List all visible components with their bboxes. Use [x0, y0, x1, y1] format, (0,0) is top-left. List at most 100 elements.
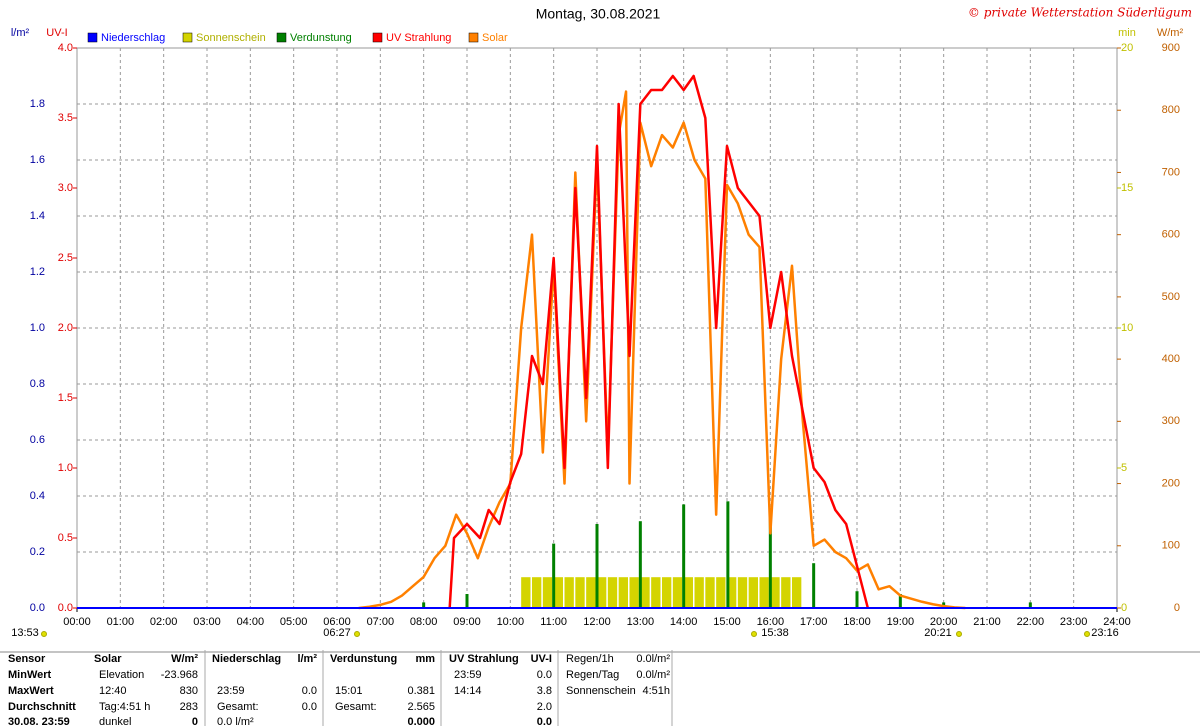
y-tick-label: 1.0 [58, 462, 73, 474]
x-tick-label: 19:00 [887, 616, 915, 628]
x-tick-label: 11:00 [540, 616, 567, 628]
y-tick-label: 400 [1162, 353, 1180, 365]
annotation-label: 23:16 [1091, 627, 1119, 639]
y-tick-label: 1.2 [30, 266, 45, 278]
cell-text: Gesamt: [335, 701, 377, 713]
cell-value: 3.8 [537, 685, 552, 697]
column-header: Niederschlag [212, 653, 281, 665]
legend-label: Verdunstung [290, 32, 352, 44]
cell-value: 0.0 [302, 701, 317, 713]
sunshine-bar [597, 577, 607, 608]
evaporation-bar [422, 602, 426, 608]
evaporation-bar [595, 524, 599, 608]
sunshine-bar [542, 577, 553, 608]
y-tick-label: 0.0 [30, 602, 45, 614]
x-tick-label: 00:00 [63, 616, 91, 628]
x-tick-label: 10:00 [497, 616, 525, 628]
cell-value: 0.0 [537, 716, 552, 726]
y-tick-label: 600 [1162, 229, 1180, 241]
cell-value: 2.0 [537, 701, 552, 713]
sunshine-bar [683, 577, 693, 608]
y-tick-label: 900 [1162, 42, 1180, 54]
annotation-marker [751, 631, 757, 637]
sunshine-bar [629, 577, 639, 608]
sunshine-bar [716, 577, 726, 608]
row-label: MaxWert [8, 685, 54, 697]
annotation-label: 06:27 [323, 627, 351, 639]
x-tick-label: 12:00 [583, 616, 611, 628]
cell-text: 0.0 l/m² [217, 716, 254, 726]
cell-text: dunkel [99, 716, 131, 726]
y-tick-label: 200 [1162, 477, 1180, 489]
sunshine-bar [532, 577, 542, 608]
axis-title: W/m² [1157, 27, 1184, 39]
x-tick-label: 17:00 [800, 616, 828, 628]
axis-title: UV-I [46, 27, 67, 39]
legend-label: Sonnenschein [196, 32, 266, 44]
y-tick-label: 1.0 [30, 322, 45, 334]
y-tick-label: 15 [1121, 182, 1133, 194]
cell-value: 2.565 [407, 701, 435, 713]
y-tick-label: 1.6 [30, 154, 45, 166]
legend-label: UV Strahlung [386, 32, 451, 44]
column-unit: W/m² [171, 653, 198, 665]
y-tick-label: 0.5 [58, 532, 73, 544]
x-tick-label: 16:00 [757, 616, 785, 628]
row-label: Durchschnitt [8, 701, 76, 713]
sunshine-bar [553, 577, 563, 608]
evaporation-bar [768, 510, 772, 608]
sunshine-bar [564, 577, 574, 608]
cell-value: -23.968 [161, 669, 198, 681]
evaporation-bar [1028, 602, 1032, 608]
y-tick-label: 1.4 [30, 210, 45, 222]
sunshine-bar [640, 577, 650, 608]
sunshine-bar [737, 577, 748, 608]
x-tick-label: 14:00 [670, 616, 698, 628]
sunshine-bar [575, 577, 585, 608]
y-tick-label: 0.4 [30, 490, 45, 502]
y-tick-label: 1.8 [30, 98, 45, 110]
chart-title: Montag, 30.08.2021 [536, 6, 661, 22]
cell-text: 12:40 [99, 685, 127, 697]
row-label: Sensor [8, 653, 46, 665]
series-line [358, 90, 966, 610]
sunshine-bar [521, 577, 531, 608]
series-line [448, 74, 870, 609]
cell-text: Tag:4:51 h [99, 701, 150, 713]
column-header: Solar [94, 653, 122, 665]
extra-value: 0.0l/m² [636, 653, 670, 665]
cell-text: Elevation [99, 669, 144, 681]
x-tick-label: 09:00 [453, 616, 481, 628]
legend-label: Niederschlag [101, 32, 165, 44]
column-unit: mm [415, 653, 435, 665]
axis-title: min [1118, 27, 1136, 39]
evaporation-bar [465, 594, 469, 608]
sunshine-bar [651, 577, 661, 608]
sunshine-bar [607, 577, 618, 608]
column-unit: UV-I [531, 653, 552, 665]
x-tick-label: 18:00 [843, 616, 871, 628]
x-tick-label: 05:00 [280, 616, 308, 628]
row-label: 30.08. 23:59 [8, 716, 70, 726]
annotation-marker [354, 631, 360, 637]
y-tick-label: 5 [1121, 462, 1127, 474]
copyright: © private Wetterstation Süderlügum [968, 6, 1192, 20]
sunshine-bar [759, 577, 769, 608]
sunshine-bar [792, 577, 802, 608]
annotation-marker [1084, 631, 1090, 637]
cell-text: 15:01 [335, 685, 363, 697]
cell-text: 23:59 [454, 669, 482, 681]
sunshine-bar [694, 577, 704, 608]
y-tick-label: 3.5 [58, 112, 73, 124]
y-tick-label: 700 [1162, 166, 1180, 178]
legend-swatch [468, 32, 479, 43]
extra-label: Regen/Tag [566, 669, 619, 681]
cell-value: 0.000 [407, 716, 435, 726]
y-tick-label: 500 [1162, 291, 1180, 303]
y-tick-label: 4.0 [58, 42, 73, 54]
y-tick-label: 20 [1121, 42, 1133, 54]
sunshine-bar [770, 577, 780, 608]
sunshine-bar [705, 577, 715, 608]
y-tick-label: 1.5 [58, 392, 73, 404]
